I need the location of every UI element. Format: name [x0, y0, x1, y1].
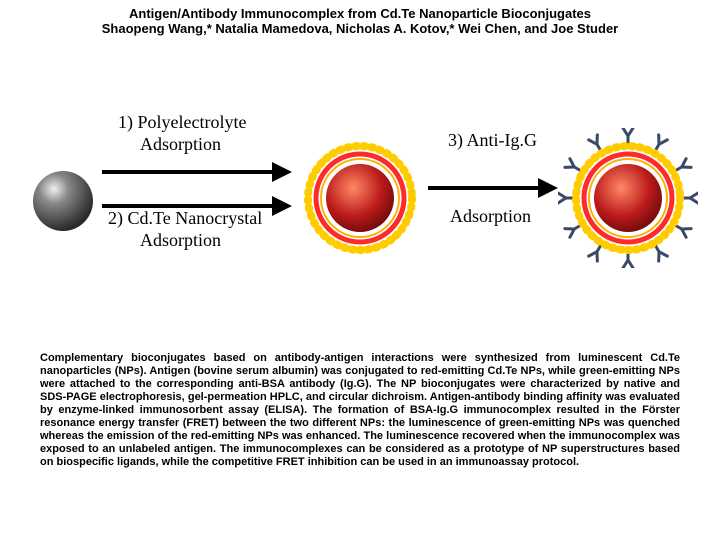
abstract-text: Complementary bioconjugates based on ant… [40, 352, 680, 469]
title-block: Antigen/Antibody Immunocomplex from Cd.T… [0, 6, 720, 36]
coated-sphere [300, 138, 420, 258]
antibody-sphere [558, 128, 698, 268]
step2-label-b: Adsorption [140, 230, 221, 251]
arrow-step3 [428, 178, 558, 198]
figure-scheme: 1) Polyelectrolyte Adsorption 2) Cd.Te N… [30, 110, 690, 310]
step3-label-a: 3) Anti-Ig.G [448, 130, 537, 151]
paper-authors: Shaopeng Wang,* Natalia Mamedova, Nichol… [0, 21, 720, 36]
step1-label-a: 1) Polyelectrolyte [118, 112, 246, 133]
paper-title: Antigen/Antibody Immunocomplex from Cd.T… [0, 6, 720, 21]
plain-sphere [30, 168, 96, 234]
arrow-step1 [102, 162, 292, 182]
step1-label-b: Adsorption [140, 134, 221, 155]
step3-label-b: Adsorption [450, 206, 531, 227]
arrow-step2 [102, 196, 292, 216]
